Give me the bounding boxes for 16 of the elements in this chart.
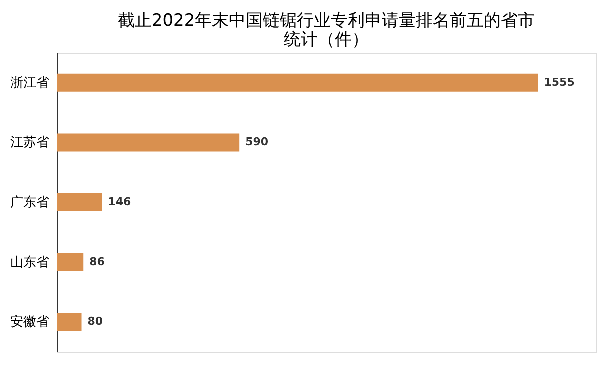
data-label: 146 xyxy=(108,196,132,208)
bar xyxy=(57,194,102,212)
y-tick-label: 浙江省 xyxy=(10,76,50,91)
bar xyxy=(57,253,84,272)
y-tick-label: 山东省 xyxy=(10,255,50,270)
bar xyxy=(57,313,82,332)
data-label: 80 xyxy=(88,315,104,328)
bar xyxy=(57,134,240,152)
y-tick-label: 江苏省 xyxy=(10,136,50,151)
data-label: 1555 xyxy=(544,76,575,89)
bar xyxy=(57,74,538,92)
chart-title: 截止2022年末中国链锯行业专利申请量排名前五的省市统计（件） xyxy=(118,11,536,50)
data-label: 86 xyxy=(90,255,106,268)
y-tick-label: 广东省 xyxy=(10,196,50,210)
data-label: 590 xyxy=(246,136,269,149)
y-tick-label: 安徽省 xyxy=(10,314,50,330)
